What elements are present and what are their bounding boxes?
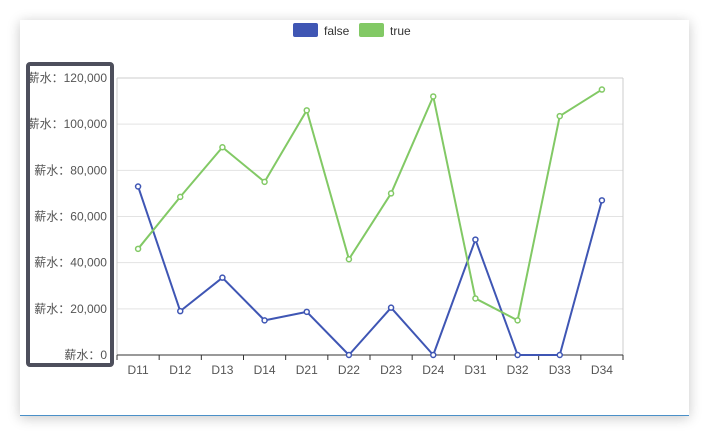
y-axis-highlight-box [26, 62, 114, 367]
x-tick-label: D13 [211, 363, 233, 377]
data-point-false [303, 308, 310, 316]
legend: false true [293, 23, 411, 38]
series-false [134, 183, 606, 359]
y-tick-label: 薪水：60,000 [34, 210, 107, 224]
data-point-false [387, 304, 395, 311]
data-point-false [514, 351, 521, 359]
x-tick-label: D32 [507, 363, 529, 377]
data-point-false [430, 351, 437, 359]
x-tick-label: D34 [591, 363, 613, 377]
data-point-true [472, 295, 479, 302]
x-tick-label: D21 [296, 363, 318, 377]
series-true [134, 86, 606, 324]
x-tick-label: D31 [464, 363, 486, 377]
x-tick-label: D23 [380, 363, 402, 377]
data-point-true [514, 317, 521, 324]
data-point-false [219, 274, 226, 281]
data-point-false [556, 351, 563, 359]
legend-swatch-false [293, 23, 318, 37]
data-point-true [345, 255, 353, 263]
x-tick-label: D12 [169, 363, 191, 377]
data-point-false [261, 317, 268, 324]
data-point-false [472, 236, 479, 243]
legend-label-true: true [390, 24, 411, 38]
legend-swatch-true [359, 23, 384, 37]
data-point-false [345, 351, 353, 359]
data-point-false [177, 307, 184, 315]
data-point-true [177, 193, 184, 201]
data-point-true [598, 86, 606, 93]
data-point-true [303, 107, 310, 114]
data-point-true [387, 190, 395, 197]
y-tick-label: 薪水：80,000 [34, 163, 107, 177]
x-tick-label: D11 [128, 363, 149, 377]
data-point-false [598, 197, 606, 204]
y-tick-label: 薪水：0 [64, 348, 107, 362]
y-tick-label: 薪水：120,000 [28, 71, 108, 85]
x-tick-label: D14 [254, 363, 276, 377]
data-point-true [556, 112, 563, 120]
y-tick-label: 薪水：20,000 [34, 302, 107, 316]
x-tick-label: D33 [549, 363, 571, 377]
series-line-true [137, 88, 603, 322]
x-tick-label: D24 [422, 363, 444, 377]
grid-lines [117, 77, 623, 310]
axes: 薪水：0 薪水：20,000 薪水：40,000 薪水：60,000 薪水：80,000… [28, 71, 624, 377]
data-point-false [134, 183, 142, 190]
y-tick-label: 薪水：40,000 [34, 256, 107, 270]
y-tick-label: 薪水：100,000 [28, 117, 108, 131]
series-line-false [137, 186, 603, 356]
data-point-true [261, 178, 268, 186]
x-tick-label: D22 [338, 363, 360, 377]
legend-label-false: false [324, 24, 350, 38]
data-point-true [219, 144, 226, 151]
data-point-true [430, 93, 437, 100]
data-point-true [134, 245, 142, 253]
series-layer [134, 86, 606, 359]
